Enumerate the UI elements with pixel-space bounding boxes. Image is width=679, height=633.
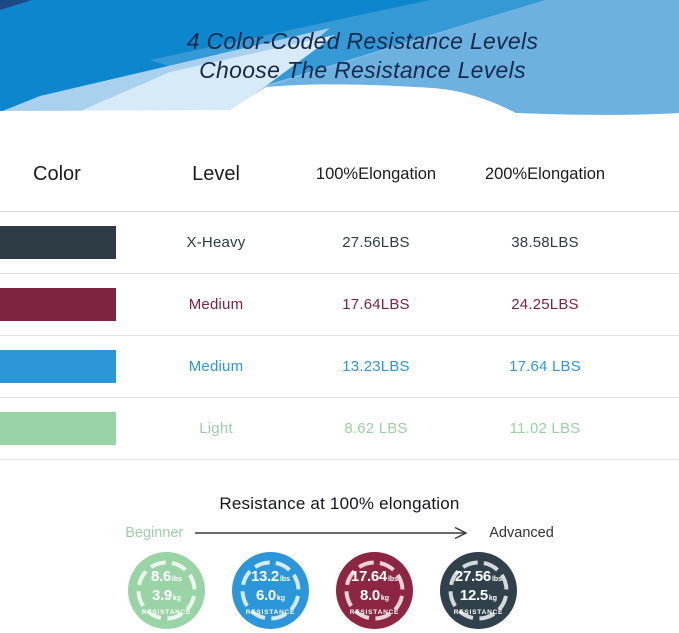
elongation-200-cell: 11.02 LBS [509, 420, 581, 437]
resistance-table: Color Level 100%Elongation 200%Elongatio… [0, 125, 679, 460]
dashed-ring-circle [344, 560, 405, 621]
badge-kg-value: 3.9 [151, 586, 172, 604]
table-header-row: Color Level 100%Elongation 200%Elongatio… [0, 125, 679, 212]
badge-kg-line: 6.0kg [255, 586, 286, 607]
advanced-label: Advanced [489, 525, 554, 541]
dashed-ring-circle [240, 560, 301, 621]
badge-text: 13.2lbs 6.0kg RESISTANCE [232, 552, 309, 629]
column-header-color: Color [33, 162, 81, 185]
legend-title: Resistance at 100% elongation [219, 494, 460, 513]
hero-header: 4 Color-Coded Resistance Levels Choose T… [0, 0, 679, 125]
page-title-line2: Choose The Resistance Levels [199, 57, 526, 83]
column-header-100-elongation: 100%Elongation [315, 164, 437, 183]
badge-kg-unit: kg [488, 594, 498, 602]
resistance-badges-row: 8.6lbs 3.9kg RESISTANCE 13.2lbs 6.0kg RE… [0, 552, 662, 629]
elongation-100-cell: 13.23LBS [342, 358, 410, 375]
color-swatch-x-heavy [0, 226, 116, 259]
resistance-badge-x-heavy: 27.56lbs 12.5kg RESISTANCE [440, 552, 517, 629]
badge-resistance-label: RESISTANCE [245, 608, 296, 616]
hero-wave-background [0, 0, 679, 125]
hero-white-wave-cut [0, 84, 679, 125]
dashed-ring-icon [240, 560, 301, 621]
color-swatch-cell [0, 412, 160, 445]
badge-lbs-line: 13.2lbs [250, 567, 291, 588]
table-row: Medium 17.64LBS 24.25LBS [0, 274, 679, 336]
badge-kg-unit: kg [276, 594, 286, 602]
level-cell: Medium [188, 358, 244, 375]
badge-lbs-unit: lbs [491, 575, 503, 583]
elongation-100-cell: 8.62 LBS [344, 420, 408, 437]
dashed-ring-icon [136, 560, 197, 621]
table-row: Medium 13.23LBS 17.64 LBS [0, 336, 679, 398]
badge-kg-value: 12.5 [459, 586, 488, 604]
dashed-ring-icon [344, 560, 405, 621]
badge-kg-line: 8.0kg [359, 586, 390, 607]
badge-kg-line: 3.9kg [151, 586, 182, 607]
dashed-ring-icon [448, 560, 509, 621]
resistance-badge-medium-blue: 13.2lbs 6.0kg RESISTANCE [232, 552, 309, 629]
badge-text: 17.64lbs 8.0kg RESISTANCE [336, 552, 413, 629]
difficulty-scale: Beginner Advanced [0, 522, 679, 544]
level-cell: Light [199, 420, 233, 437]
color-swatch-cell [0, 288, 160, 321]
hero-corner-navy-sliver [0, 0, 32, 10]
right-arrow-icon [195, 526, 468, 540]
elongation-200-cell: 38.58LBS [511, 234, 579, 251]
badge-lbs-unit: lbs [387, 575, 399, 583]
arrow-head [454, 526, 468, 540]
badge-lbs-unit: lbs [279, 575, 291, 583]
elongation-200-cell: 17.64 LBS [509, 358, 581, 375]
dashed-ring-circle [136, 560, 197, 621]
badge-lbs-value: 27.56 [454, 567, 491, 585]
color-swatch-cell [0, 226, 160, 259]
badge-kg-line: 12.5kg [459, 586, 498, 607]
level-cell: Medium [188, 296, 244, 313]
badge-resistance-label: RESISTANCE [141, 608, 192, 616]
page-title: 4 Color-Coded Resistance Levels Choose T… [0, 27, 679, 85]
badge-lbs-unit: lbs [171, 575, 183, 583]
badge-lbs-value: 17.64 [350, 567, 387, 585]
badge-kg-value: 6.0 [255, 586, 276, 604]
dashed-ring-circle [448, 560, 509, 621]
badge-text: 27.56lbs 12.5kg RESISTANCE [440, 552, 517, 629]
color-swatch-cell [0, 350, 160, 383]
color-swatch-green-light [0, 412, 116, 445]
badge-lbs-value: 13.2 [250, 567, 279, 585]
table-row: Light 8.62 LBS 11.02 LBS [0, 398, 679, 460]
badge-kg-unit: kg [172, 594, 182, 602]
badge-kg-value: 8.0 [359, 586, 380, 604]
color-swatch-blue-medium [0, 350, 116, 383]
color-swatch-maroon-medium [0, 288, 116, 321]
badge-kg-unit: kg [380, 594, 390, 602]
column-header-200-elongation: 200%Elongation [484, 164, 606, 183]
badge-lbs-line: 8.6lbs [150, 567, 183, 588]
resistance-badge-medium-maroon: 17.64lbs 8.0kg RESISTANCE [336, 552, 413, 629]
badge-resistance-label: RESISTANCE [453, 608, 504, 616]
table-row: X-Heavy 27.56LBS 38.58LBS [0, 212, 679, 274]
page-title-line1: 4 Color-Coded Resistance Levels [186, 28, 539, 54]
elongation-100-cell: 27.56LBS [342, 234, 410, 251]
resistance-badge-light: 8.6lbs 3.9kg RESISTANCE [128, 552, 205, 629]
badge-resistance-label: RESISTANCE [349, 608, 400, 616]
badge-lbs-value: 8.6 [150, 567, 171, 585]
level-cell: X-Heavy [186, 234, 246, 251]
badge-text: 8.6lbs 3.9kg RESISTANCE [128, 552, 205, 629]
badge-lbs-line: 17.64lbs [350, 567, 399, 588]
column-header-level: Level [192, 162, 240, 185]
badge-lbs-line: 27.56lbs [454, 567, 503, 588]
beginner-label: Beginner [125, 525, 184, 541]
hero-pale-band-2 [78, 35, 335, 112]
elongation-100-cell: 17.64LBS [342, 296, 410, 313]
elongation-200-cell: 24.25LBS [511, 296, 579, 313]
